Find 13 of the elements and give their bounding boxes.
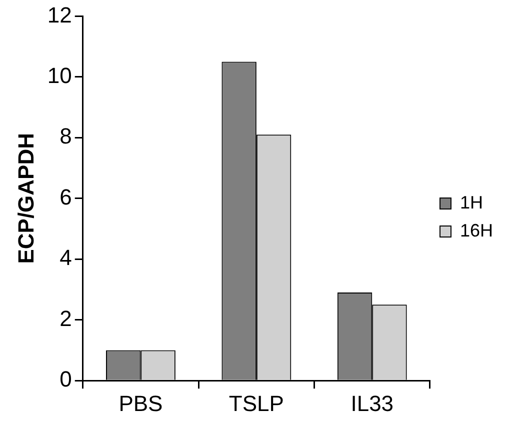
y-axis-title: ECP/GAPDH [13,133,38,264]
y-tick-label: 4 [60,245,72,270]
x-tick-label: PBS [118,390,163,416]
x-tick-label: TSLP [228,390,284,416]
y-tick-label: 10 [47,62,72,88]
y-tick-label: 8 [60,124,72,149]
x-tick-label: IL33 [350,390,394,416]
y-tick-label: 0 [60,366,72,392]
y-tick-label: 2 [60,306,72,331]
y-tick-label: 6 [60,184,72,210]
legend-label: 1H [460,192,483,212]
y-tick-label: 12 [47,2,72,28]
legend-label: 16H [460,220,494,240]
